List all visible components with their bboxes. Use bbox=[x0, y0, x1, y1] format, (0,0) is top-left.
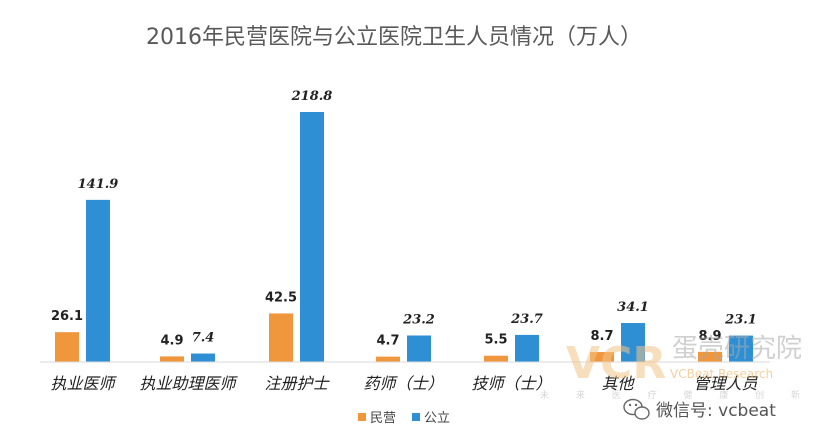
bar-gongli-1 bbox=[191, 353, 215, 362]
bars-layer bbox=[55, 112, 753, 362]
value-label-gongli-5: 34.1 bbox=[617, 300, 649, 315]
legend-swatch-minying bbox=[358, 413, 366, 421]
value-label-minying-5: 8.7 bbox=[590, 329, 613, 344]
bar-minying-1 bbox=[160, 356, 184, 362]
bar-minying-3 bbox=[376, 356, 400, 362]
legend-label-gongli: 公立 bbox=[424, 411, 450, 426]
bar-minying-2 bbox=[269, 313, 293, 362]
category-label-0: 执业医师 bbox=[50, 374, 117, 393]
watermark: VCR 蛋壳研究院 VCBeat Research 未 来 医 疗 健 康 创 … bbox=[540, 334, 815, 401]
value-label-gongli-3: 23.2 bbox=[402, 312, 435, 327]
category-label-5: 其他 bbox=[601, 374, 635, 393]
value-label-minying-6: 8.9 bbox=[698, 329, 721, 344]
value-label-minying-0: 26.1 bbox=[51, 309, 83, 324]
wechat-id: 微信号: vcbeat bbox=[623, 398, 776, 421]
category-label-3: 药师（士） bbox=[363, 374, 443, 393]
bar-gongli-3 bbox=[407, 335, 431, 362]
wechat-id-text: 微信号: vcbeat bbox=[656, 401, 776, 421]
watermark-tagline: 未 来 医 疗 健 康 创 新 研 究 bbox=[540, 389, 815, 401]
bar-gongli-2 bbox=[300, 112, 324, 362]
bar-gongli-0 bbox=[86, 199, 110, 362]
legend-swatch-gongli bbox=[412, 413, 420, 421]
category-labels-layer: 执业医师 执业助理医师 注册护士 药师（士） 技师（士） 其他 管理人员 bbox=[50, 374, 758, 393]
bar-minying-0 bbox=[55, 332, 79, 362]
category-label-1: 执业助理医师 bbox=[139, 374, 238, 393]
value-label-gongli-2: 218.8 bbox=[291, 89, 333, 104]
bar-minying-5 bbox=[590, 352, 614, 362]
bar-gongli-5 bbox=[621, 323, 645, 362]
watermark-english: VCBeat Research bbox=[670, 367, 773, 381]
legend-label-minying: 民营 bbox=[370, 411, 396, 426]
chart-title: 2016年民营医院与公立医院卫生人员情况（万人） bbox=[146, 25, 642, 50]
category-label-6: 管理人员 bbox=[693, 374, 758, 393]
wechat-icon bbox=[623, 398, 650, 420]
value-label-minying-1: 4.9 bbox=[160, 333, 183, 348]
value-label-gongli-0: 141.9 bbox=[78, 177, 119, 192]
bar-gongli-4 bbox=[515, 334, 539, 362]
value-label-gongli-4: 23.7 bbox=[510, 312, 543, 327]
value-label-gongli-1: 7.4 bbox=[192, 331, 215, 346]
value-label-gongli-6: 23.1 bbox=[724, 313, 757, 328]
category-label-2: 注册护士 bbox=[264, 374, 330, 393]
category-label-4: 技师（士） bbox=[471, 374, 551, 393]
watermark-name: 蛋壳研究院 bbox=[672, 334, 802, 364]
bar-minying-6 bbox=[698, 351, 722, 362]
watermark-logo: VCR bbox=[566, 338, 666, 389]
value-labels-layer: 26.1 141.9 4.9 7.4 42.5 218.8 4.723.2 5.523.7 8.… bbox=[51, 89, 757, 349]
bar-gongli-6 bbox=[729, 335, 753, 362]
value-label-minying-2: 42.5 bbox=[265, 290, 297, 305]
legend: 民营 公立 bbox=[358, 411, 450, 426]
value-label-minying-3: 4.7 bbox=[376, 334, 399, 349]
value-label-minying-4: 5.5 bbox=[484, 333, 507, 348]
bar-minying-4 bbox=[484, 355, 508, 362]
